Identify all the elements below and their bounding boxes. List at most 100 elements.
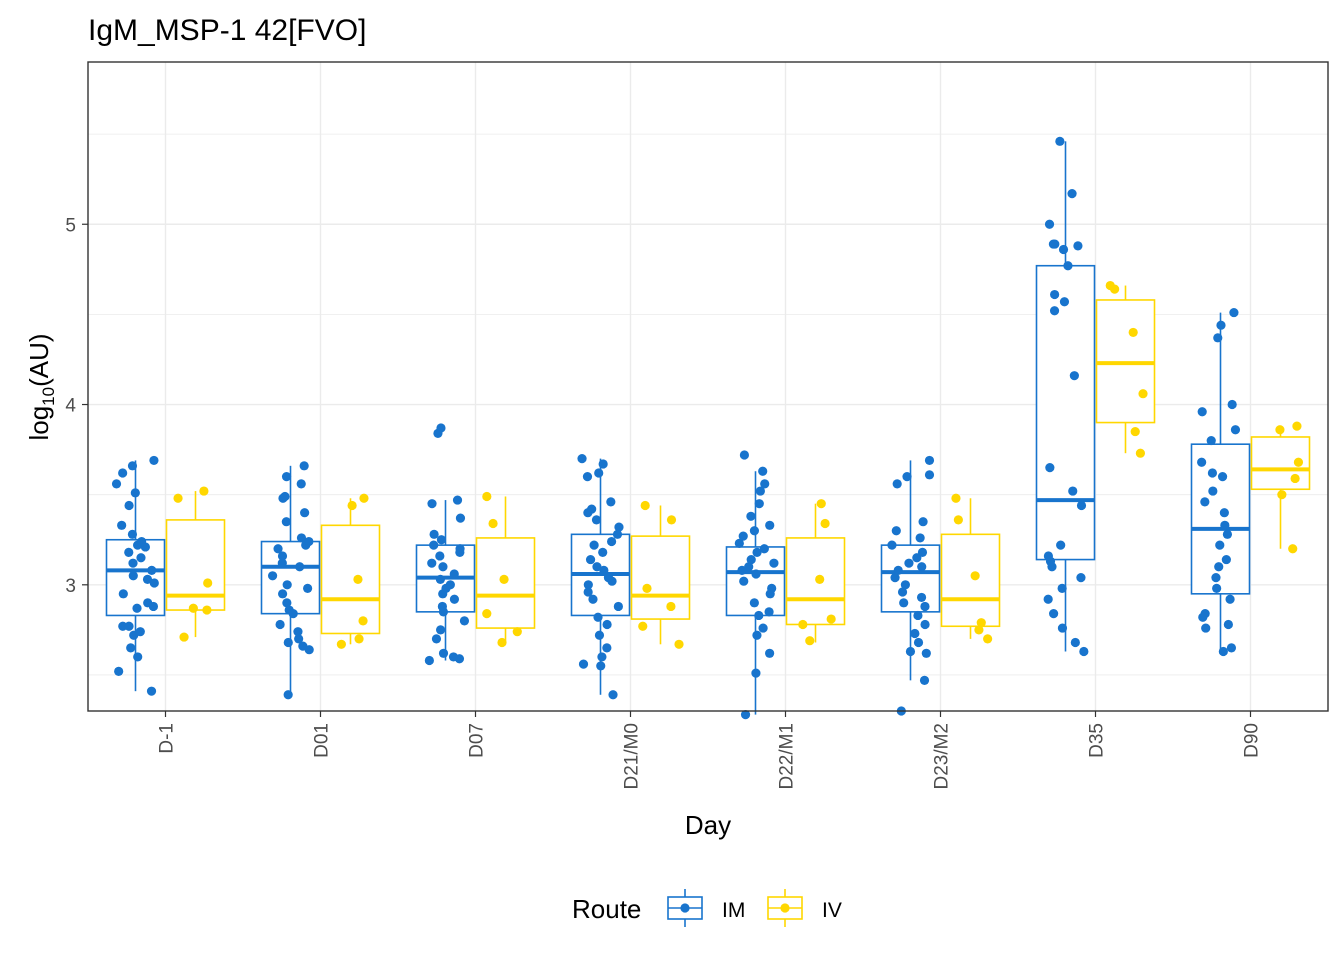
point-IM bbox=[588, 594, 598, 604]
point-IV bbox=[666, 515, 677, 525]
point-IM bbox=[916, 592, 927, 603]
point-IM bbox=[427, 499, 437, 509]
point-IM bbox=[769, 558, 779, 568]
point-IM bbox=[910, 628, 920, 639]
point-IM bbox=[892, 479, 902, 489]
point-IM bbox=[924, 455, 935, 466]
y-tick-label: 4 bbox=[65, 396, 76, 417]
x-tick-label: D21/M0 bbox=[622, 723, 643, 790]
point-IV bbox=[816, 499, 826, 509]
point-IM bbox=[282, 580, 292, 590]
point-IM bbox=[1069, 371, 1079, 381]
point-IM bbox=[749, 526, 760, 536]
point-IM bbox=[602, 619, 612, 630]
point-IV bbox=[674, 639, 684, 649]
x-tick-label: D07 bbox=[467, 723, 488, 758]
point-IM bbox=[1221, 554, 1231, 565]
x-tick-label: D23/M2 bbox=[932, 723, 953, 790]
point-IM bbox=[126, 643, 136, 653]
box-IM bbox=[1035, 141, 1096, 652]
point-IM bbox=[1211, 572, 1221, 583]
point-IM bbox=[587, 504, 597, 514]
point-IM bbox=[1226, 643, 1237, 653]
point-IM bbox=[283, 690, 293, 700]
point-IM bbox=[1206, 435, 1216, 446]
point-IM bbox=[1059, 297, 1070, 307]
plot-border bbox=[87, 61, 1329, 712]
point-IM bbox=[1063, 261, 1073, 271]
point-IM bbox=[752, 547, 762, 557]
point-IM bbox=[1070, 637, 1080, 648]
point-IM bbox=[296, 533, 307, 543]
point-IM bbox=[905, 646, 916, 657]
data-points bbox=[111, 136, 1304, 720]
point-IM bbox=[924, 470, 935, 480]
point-IM bbox=[281, 472, 292, 482]
point-IM bbox=[449, 569, 459, 579]
point-IV bbox=[640, 500, 650, 511]
point-IM bbox=[754, 499, 764, 509]
point-IM bbox=[118, 589, 128, 599]
point-IV bbox=[482, 491, 492, 502]
point-IM bbox=[273, 544, 283, 554]
box-iqr bbox=[630, 535, 691, 620]
point-IM bbox=[438, 648, 449, 658]
point-IM bbox=[277, 551, 288, 561]
point-IM bbox=[1215, 540, 1225, 550]
point-IV bbox=[953, 515, 963, 525]
point-IM bbox=[752, 630, 762, 640]
point-IV bbox=[359, 493, 369, 503]
y-tick-label: 5 bbox=[65, 215, 76, 236]
point-IM bbox=[585, 554, 596, 565]
point-IM bbox=[1200, 609, 1210, 619]
point-IM bbox=[1057, 583, 1067, 594]
point-IV bbox=[642, 583, 652, 594]
point-IV bbox=[336, 639, 346, 649]
point-IV bbox=[354, 634, 364, 644]
chart-title: IgM_MSP-1 42[FVO] bbox=[88, 14, 366, 47]
point-IV bbox=[638, 621, 648, 631]
point-IM bbox=[436, 423, 446, 433]
point-IM bbox=[746, 554, 756, 565]
point-IM bbox=[455, 513, 466, 523]
point-IM bbox=[143, 598, 153, 608]
point-IM bbox=[920, 619, 930, 630]
point-IM bbox=[1050, 289, 1060, 300]
point-IM bbox=[1200, 497, 1210, 507]
point-IM bbox=[759, 544, 769, 554]
point-IM bbox=[298, 641, 308, 651]
point-IV bbox=[1105, 280, 1115, 291]
point-IV bbox=[1293, 457, 1304, 467]
point-IM bbox=[1216, 320, 1226, 330]
point-IV bbox=[666, 601, 676, 612]
point-IV bbox=[353, 574, 363, 584]
point-IM bbox=[754, 610, 764, 621]
point-IV bbox=[798, 619, 808, 630]
point-IM bbox=[1218, 646, 1228, 657]
point-IM bbox=[890, 572, 900, 583]
point-IM bbox=[1212, 583, 1222, 594]
point-IM bbox=[303, 583, 313, 594]
point-IV bbox=[983, 634, 993, 644]
point-IM bbox=[1044, 219, 1055, 229]
point-IM bbox=[146, 686, 157, 696]
point-IM bbox=[1201, 623, 1211, 633]
point-IV bbox=[188, 603, 198, 613]
point-IM bbox=[1079, 646, 1089, 657]
point-IM bbox=[429, 540, 439, 550]
point-IM bbox=[135, 627, 145, 637]
point-IM bbox=[1057, 623, 1068, 633]
x-tick-label: D-1 bbox=[157, 723, 178, 754]
point-IM bbox=[887, 540, 897, 550]
y-axis: 3 4 5 bbox=[65, 215, 88, 597]
point-IM bbox=[917, 547, 928, 557]
y-axis-label-base: log bbox=[24, 406, 54, 441]
box-iqr bbox=[1190, 443, 1251, 595]
point-IV bbox=[1292, 421, 1302, 431]
point-IM bbox=[760, 479, 770, 489]
point-IM bbox=[577, 454, 587, 464]
point-IM bbox=[897, 587, 908, 597]
point-IM bbox=[603, 572, 614, 583]
point-IM bbox=[606, 536, 617, 547]
